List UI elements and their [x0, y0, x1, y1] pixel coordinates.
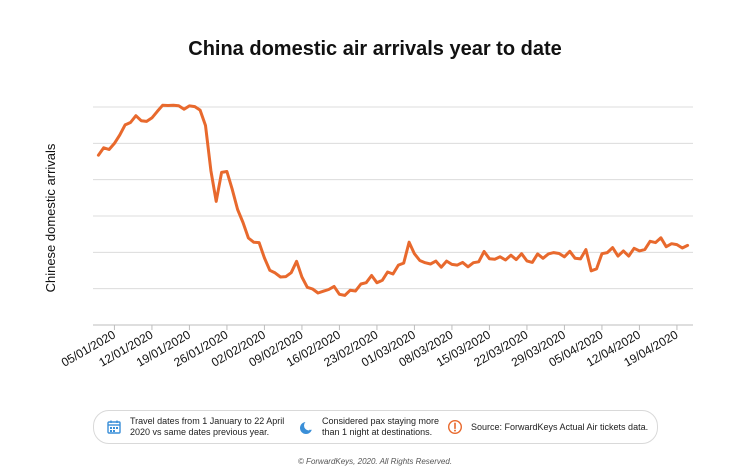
moon-icon [300, 420, 314, 434]
legend-travel-line1: Travel dates from 1 January to 22 April [130, 416, 285, 426]
info-icon [447, 419, 463, 435]
copyright-notice: © ForwardKeys, 2020. All Rights Reserved… [297, 457, 453, 466]
line-chart: 05/01/202012/01/202019/01/202026/01/2020… [43, 103, 693, 370]
legend-travel-line2: 2020 vs same dates previous year. [130, 427, 270, 437]
calendar-icon [107, 420, 121, 434]
legend-item-stay: Considered pax staying more than 1 night… [298, 411, 439, 443]
y-axis-label: Chinese domestic arrivals [43, 143, 58, 292]
x-tick-labels: 05/01/202012/01/202019/01/202026/01/2020… [59, 327, 681, 369]
legend-stay-line2: than 1 night at destinations. [322, 427, 433, 437]
legend-item-source: Source: ForwardKeys Actual Air tickets d… [447, 411, 648, 443]
legend: Travel dates from 1 January to 22 April … [93, 410, 658, 444]
series-line [96, 103, 690, 297]
x-axis [93, 324, 693, 330]
legend-item-travel-dates: Travel dates from 1 January to 22 April … [106, 411, 284, 443]
chart-title: China domestic air arrivals year to date [188, 38, 562, 60]
legend-stay-line1: Considered pax staying more [322, 416, 440, 426]
gridlines [93, 106, 693, 290]
legend-source-line1: Source: ForwardKeys Actual Air tickets d… [471, 421, 649, 432]
